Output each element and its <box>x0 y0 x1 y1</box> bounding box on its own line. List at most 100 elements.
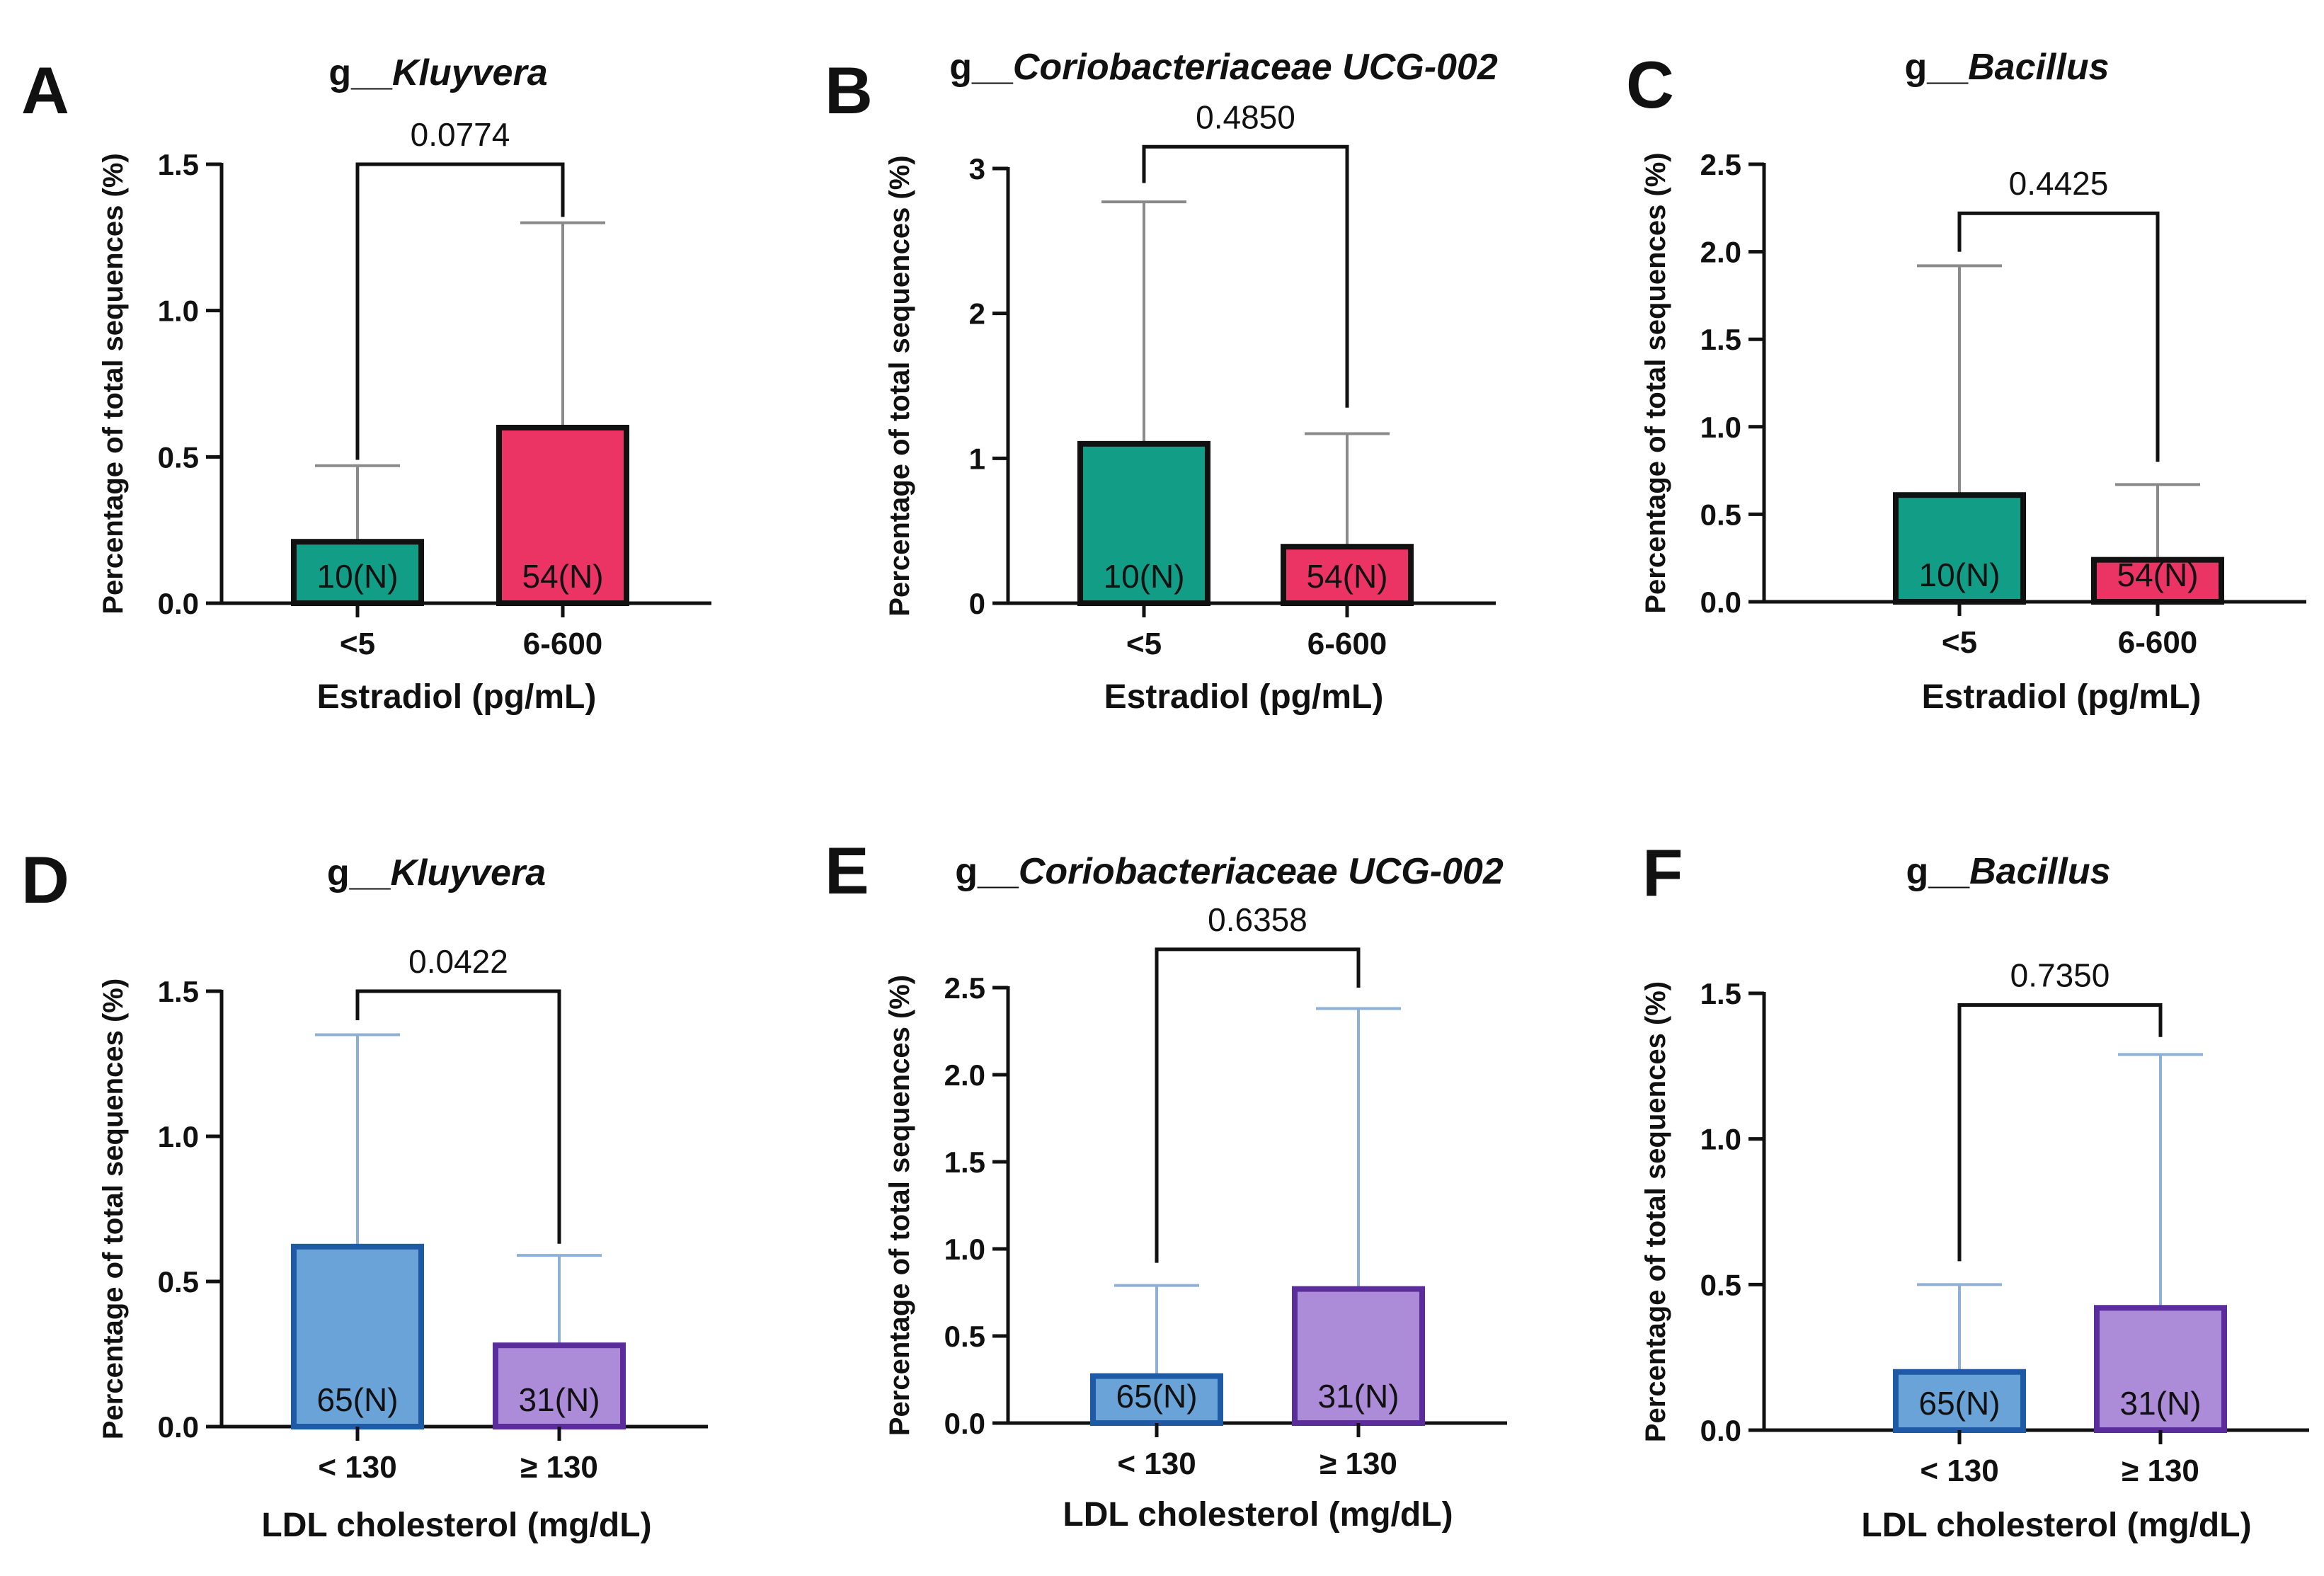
x-category-label: <5 <box>340 627 375 661</box>
y-tick-label: 1.0 <box>1700 1123 1741 1156</box>
panel-letter: D <box>21 843 69 917</box>
y-tick-label: 0.5 <box>158 440 199 474</box>
x-axis-label: Estradiol (pg/mL) <box>1922 678 2202 716</box>
bar-n-label: 54(N) <box>1306 558 1387 595</box>
y-axis-label: Percentage of total sequences (%) <box>1640 152 1671 613</box>
bar-n-label: 10(N) <box>1918 556 2000 593</box>
bar-n-label: 54(N) <box>2117 556 2198 593</box>
bar-n-label: 65(N) <box>316 1381 398 1418</box>
chart-title-taxon: Coriobacteriaceae UCG-002 <box>1013 47 1498 88</box>
bar-group-1 <box>1077 440 1210 606</box>
x-category-label: < 130 <box>1117 1446 1196 1481</box>
y-tick-label: 1.5 <box>1700 323 1741 356</box>
bar-group-1 <box>1090 1373 1223 1426</box>
chart-title-prefix: g__ <box>328 52 393 93</box>
p-value-label: 0.7350 <box>2010 957 2110 993</box>
chart-title-taxon: Coriobacteriaceae UCG-002 <box>1019 851 1504 892</box>
chart-title: g__Coriobacteriaceae UCG-002 <box>949 47 1498 88</box>
chart-title-taxon: Kluyvera <box>390 852 546 893</box>
bar-n-label: 31(N) <box>518 1381 600 1418</box>
x-category-label: < 130 <box>318 1450 396 1485</box>
bar-n-label: 10(N) <box>316 558 398 595</box>
y-tick-label: 0.0 <box>944 1407 985 1440</box>
bar-group-1 <box>291 1243 424 1430</box>
bar-group-2 <box>1281 544 1414 606</box>
chart-title-prefix: g__ <box>327 852 391 893</box>
panel-letter: B <box>825 53 873 127</box>
y-tick-label: 0.5 <box>944 1320 985 1353</box>
chart-title: g__Bacillus <box>1906 851 2110 892</box>
x-category-label: 6-600 <box>1307 627 1387 661</box>
bar-group-1 <box>291 539 424 607</box>
y-tick-label: 1.5 <box>1700 977 1741 1010</box>
bar-group-2 <box>2091 556 2224 605</box>
bar-group-2 <box>1292 1286 1425 1426</box>
y-tick-label: 2 <box>969 297 985 331</box>
y-axis-label: Percentage of total sequences (%) <box>884 975 915 1436</box>
y-tick-label: 2.0 <box>944 1058 985 1092</box>
y-tick-label: 0 <box>969 587 985 620</box>
chart-title-taxon: Kluyvera <box>392 52 548 93</box>
y-tick-label: 0.0 <box>1700 586 1741 619</box>
p-value-label: 0.4850 <box>1196 98 1295 135</box>
p-value-label: 0.6358 <box>1208 901 1307 938</box>
significance-bracket <box>1155 947 1361 1263</box>
bar-n-label: 31(N) <box>1317 1378 1399 1415</box>
y-tick-label: 1.0 <box>1700 411 1741 444</box>
p-value-label: 0.0422 <box>408 943 508 980</box>
x-category-label: ≥ 130 <box>520 1450 598 1485</box>
significance-bracket <box>1142 144 1349 408</box>
y-tick-label: 1 <box>969 442 985 475</box>
y-tick-label: 0.5 <box>1700 1268 1741 1301</box>
p-value-label: 0.0774 <box>411 116 510 153</box>
y-axis-label: Percentage of total sequences (%) <box>884 155 915 616</box>
y-tick-label: 1.5 <box>944 1146 985 1179</box>
y-tick-label: 2.5 <box>1700 148 1741 181</box>
chart-title: g__Bacillus <box>1904 47 2109 88</box>
chart-title-prefix: g__ <box>1904 47 1969 88</box>
chart-title-taxon: Bacillus <box>1969 851 2110 892</box>
bar-n-label: 65(N) <box>1116 1378 1197 1415</box>
x-category-label: ≥ 130 <box>1320 1446 1397 1481</box>
y-tick-label: 2.0 <box>1700 236 1741 269</box>
y-tick-label: 0.5 <box>1700 498 1741 531</box>
significance-bracket <box>355 162 565 460</box>
p-value-label: 0.4425 <box>2009 165 2109 202</box>
y-tick-label: 2.5 <box>944 971 985 1005</box>
y-tick-label: 0.0 <box>158 587 199 620</box>
y-tick-label: 0.0 <box>1700 1414 1741 1447</box>
y-axis-label: Percentage of total sequences (%) <box>98 978 129 1439</box>
x-category-label: <5 <box>1942 625 1977 660</box>
bar-group-2 <box>496 425 629 606</box>
significance-bracket <box>1957 211 2160 462</box>
bar-n-label: 31(N) <box>2119 1385 2201 1422</box>
significance-bracket <box>1957 1003 2163 1262</box>
panel-letter: E <box>825 833 869 908</box>
x-category-label: < 130 <box>1920 1454 1998 1488</box>
y-tick-label: 1.5 <box>158 975 199 1008</box>
bar-n-label: 65(N) <box>1918 1385 2000 1422</box>
y-axis-label: Percentage of total sequences (%) <box>98 153 129 614</box>
x-axis-label: Estradiol (pg/mL) <box>317 678 597 716</box>
chart-title: g__Kluyvera <box>328 52 547 93</box>
x-category-label: 6-600 <box>2118 625 2198 660</box>
y-tick-label: 1.0 <box>158 295 199 328</box>
chart-title: g__Coriobacteriaceae UCG-002 <box>955 851 1504 892</box>
y-axis-label: Percentage of total sequences (%) <box>1640 981 1671 1442</box>
x-axis-label: LDL cholesterol (mg/dL) <box>1063 1496 1453 1534</box>
chart-title-taxon: Bacillus <box>1968 47 2109 88</box>
x-category-label: ≥ 130 <box>2122 1454 2199 1488</box>
x-axis-label: Estradiol (pg/mL) <box>1104 678 1384 716</box>
chart-title-prefix: g__ <box>955 851 1019 892</box>
chart-title-prefix: g__ <box>949 47 1014 88</box>
bar-n-label: 10(N) <box>1103 558 1184 595</box>
chart-title-prefix: g__ <box>1906 851 1970 892</box>
x-category-label: 6-600 <box>523 627 603 661</box>
y-tick-label: 1.0 <box>944 1233 985 1266</box>
